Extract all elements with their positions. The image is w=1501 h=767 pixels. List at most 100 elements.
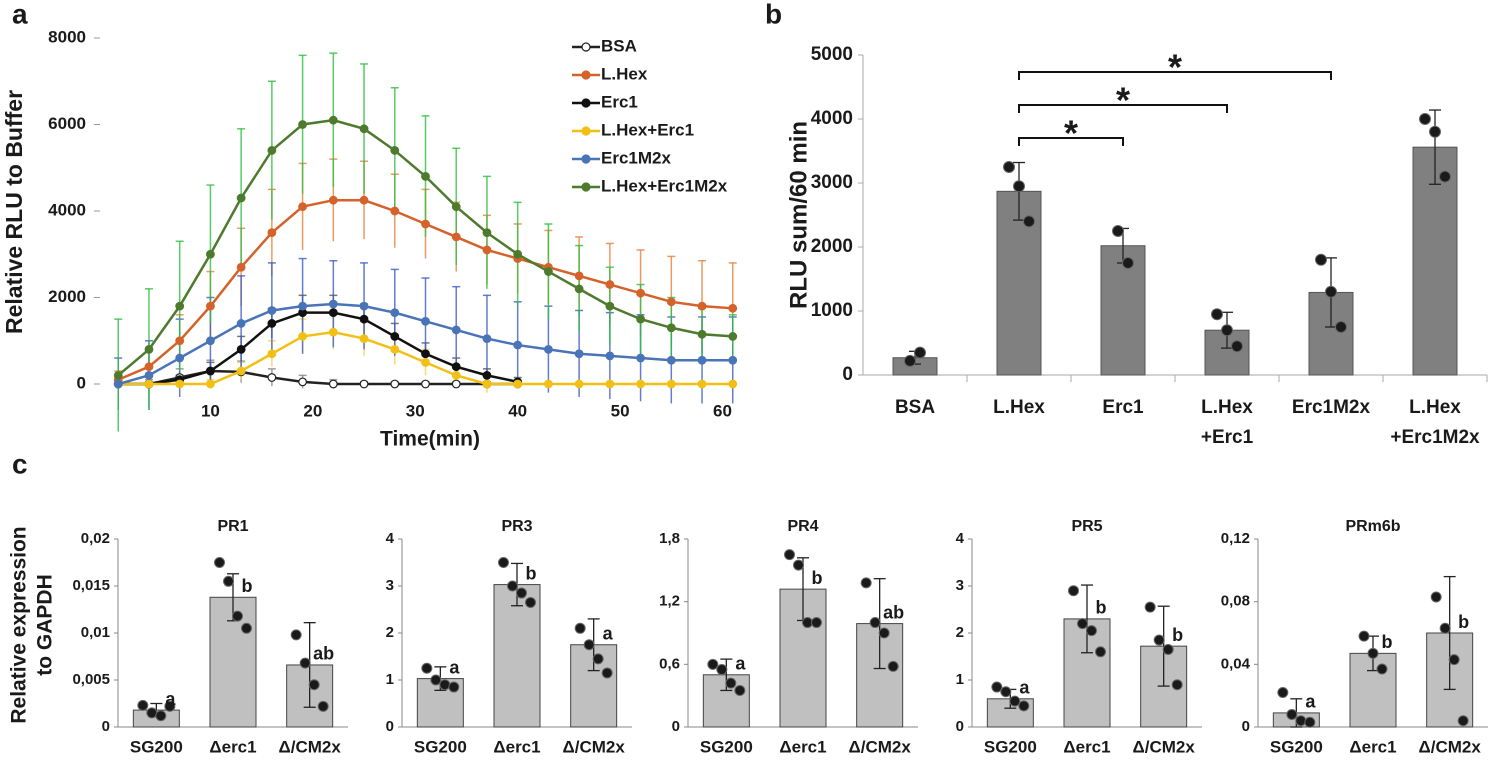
data-point — [144, 370, 154, 380]
replicate-point — [164, 700, 176, 712]
replicate-point — [1023, 215, 1035, 228]
y-tick-label: 0,04 — [1221, 655, 1251, 672]
replicate-point — [507, 580, 518, 592]
data-point — [421, 379, 430, 389]
replicate-point — [1211, 308, 1223, 321]
y-tick-label: 0 — [102, 718, 110, 735]
replicate-point — [1457, 715, 1469, 727]
significance-letter: b — [242, 576, 253, 596]
x-tick-label: 10 — [201, 401, 220, 420]
data-point — [482, 228, 492, 238]
y-tick-label: 0,005 — [72, 671, 110, 688]
replicate-point — [991, 681, 1003, 693]
data-point — [390, 146, 400, 155]
data-point — [544, 379, 553, 389]
replicate-point — [1335, 321, 1347, 333]
data-point — [605, 379, 615, 389]
data-point — [390, 345, 400, 354]
y-tick-label: 0 — [386, 718, 394, 735]
data-point — [697, 301, 707, 311]
replicate-point — [241, 622, 252, 634]
series-line — [118, 369, 518, 386]
y-tick-label: 0 — [77, 373, 86, 392]
series-line — [118, 311, 518, 386]
replicate-point — [1221, 324, 1233, 337]
replicate-point — [1003, 161, 1015, 173]
replicate-point — [811, 617, 822, 629]
x-tick-label: Δ/CM2x — [279, 737, 342, 756]
data-point — [728, 355, 738, 365]
data-point — [236, 193, 246, 203]
replicate-point — [1086, 625, 1097, 637]
data-point — [482, 245, 492, 255]
data-point — [390, 332, 400, 341]
replicate-point — [1304, 716, 1316, 728]
y-tick-label: 0,02 — [81, 530, 110, 547]
data-point — [482, 334, 492, 343]
replicate-point — [430, 674, 442, 686]
replicate-point — [601, 667, 613, 679]
replicate-point — [1429, 125, 1441, 138]
y-tick-label: 0 — [842, 364, 853, 385]
data-point — [236, 366, 246, 376]
replicate-point — [516, 587, 527, 599]
replicate-point — [1018, 700, 1030, 712]
replicate-point — [1439, 622, 1451, 634]
legend-marker — [581, 70, 591, 80]
x-tick-label: +Erc1M2x — [1390, 427, 1480, 448]
replicate-point — [498, 557, 509, 568]
x-tick-label: 30 — [406, 401, 425, 420]
significance-letter: b — [1458, 612, 1469, 632]
data-point — [267, 319, 277, 328]
data-point — [421, 349, 430, 359]
panel-label: b — [765, 0, 782, 29]
legend-label: BSA — [601, 36, 637, 55]
replicate-point — [1358, 630, 1370, 642]
replicate-point — [308, 679, 320, 691]
data-point — [144, 379, 154, 389]
data-point — [328, 308, 338, 318]
panel-label: a — [12, 0, 28, 29]
data-point — [175, 336, 185, 346]
y-tick-label: 4000 — [48, 200, 86, 219]
replicate-point — [574, 622, 586, 634]
data-point — [390, 206, 400, 216]
significance-letter: b — [812, 568, 823, 588]
replicate-point — [155, 710, 167, 722]
data-point — [359, 301, 369, 311]
significance-letter: a — [603, 624, 614, 644]
data-point — [513, 379, 523, 389]
replicate-point — [1000, 686, 1012, 698]
replicate-point — [793, 559, 804, 571]
x-tick-label: Erc1 — [1102, 397, 1144, 418]
replicate-point — [290, 629, 302, 641]
x-tick-label: Δ/CM2x — [563, 737, 626, 756]
data-point — [421, 171, 430, 181]
significance-label: * — [1116, 80, 1130, 121]
y-tick-label: 1,2 — [659, 593, 680, 610]
x-tick-label: 50 — [611, 401, 630, 420]
legend-label: L.Hex — [601, 64, 648, 83]
replicate-point — [1153, 634, 1165, 646]
data-point — [605, 280, 615, 289]
significance-letter: ab — [313, 644, 334, 664]
data-point — [359, 334, 369, 343]
y-axis-label: Relative expression — [8, 526, 31, 723]
replicate-point — [1077, 618, 1088, 630]
data-point — [574, 284, 584, 294]
data-point — [544, 345, 553, 354]
significance-letter: ab — [883, 602, 904, 622]
x-tick-label: Δerc1 — [1063, 737, 1110, 756]
data-point — [298, 301, 307, 311]
data-point — [236, 262, 246, 272]
data-point — [451, 202, 461, 212]
data-point — [359, 314, 369, 324]
bar — [1412, 146, 1458, 376]
data-point — [206, 379, 215, 389]
data-point — [113, 370, 123, 380]
data-point — [482, 370, 492, 380]
y-tick-label: 0,015 — [72, 577, 110, 594]
replicate-point — [137, 699, 149, 711]
data-point — [298, 202, 307, 212]
replicate-point — [439, 679, 451, 691]
